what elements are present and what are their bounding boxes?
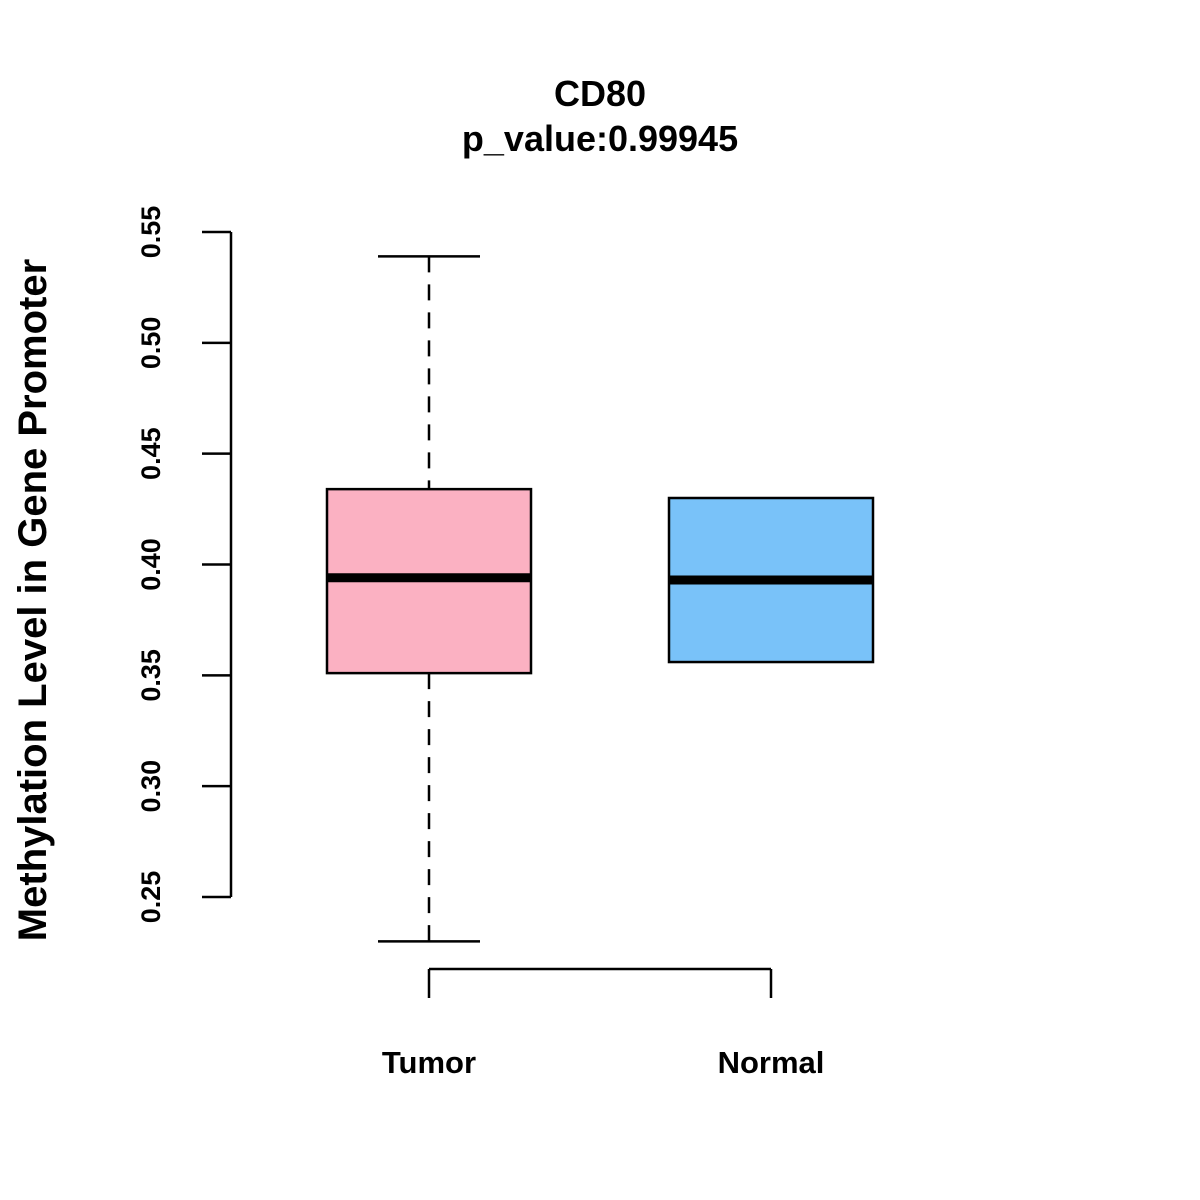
box-tumor	[325, 255, 533, 943]
y-axis: 0.25 0.30 0.35 0.40 0.45 0.50 0.55	[136, 206, 233, 924]
y-tick-label: 0.25	[136, 871, 166, 924]
y-tick-label: 0.35	[136, 649, 166, 702]
chart-subtitle: p_value:0.99945	[462, 118, 738, 159]
x-axis: Tumor Normal	[382, 967, 825, 1080]
y-tick-label: 0.40	[136, 538, 166, 591]
x-tick-label-tumor: Tumor	[382, 1045, 476, 1080]
y-tick-label: 0.55	[136, 206, 166, 259]
y-axis-label: Methylation Level in Gene Promoter	[11, 259, 55, 941]
y-tick-label: 0.45	[136, 427, 166, 480]
box-normal	[667, 496, 875, 664]
x-tick-label-normal: Normal	[718, 1045, 825, 1080]
y-tick-label: 0.50	[136, 317, 166, 370]
y-tick-label: 0.30	[136, 760, 166, 813]
chart-title: CD80	[554, 73, 646, 114]
boxes-group	[325, 255, 875, 943]
